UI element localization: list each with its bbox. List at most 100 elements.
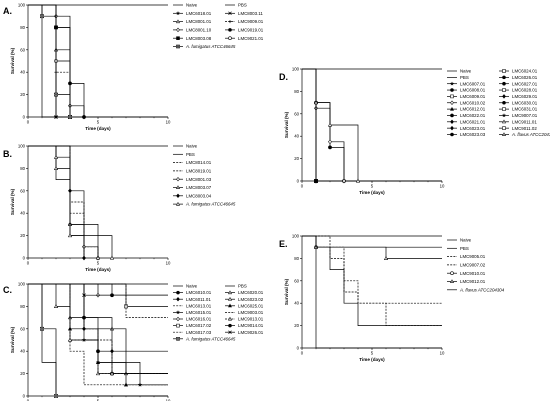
series-lmc6031-01 — [302, 68, 318, 183]
legend-entry: LMC9021.01 — [225, 36, 264, 41]
legend-marker — [450, 100, 454, 105]
series-lmc8003-08 — [28, 4, 72, 119]
series-line — [302, 68, 317, 181]
legend-entry: LMC9003.01 — [225, 310, 264, 315]
legend-label: LMC6013.01 — [186, 303, 212, 308]
series-line — [302, 68, 317, 181]
data-point — [53, 166, 59, 170]
marker-cross — [54, 92, 58, 97]
legend-label: LMC6024.01 — [512, 69, 538, 74]
legend-marker — [450, 94, 454, 99]
legend-entry: LMC6024.01 — [499, 69, 538, 74]
series-lmc6030-01 — [302, 68, 318, 183]
y-tick-label: 80 — [20, 25, 25, 30]
y-tick-label: 20 — [20, 92, 25, 97]
legend-marker — [228, 323, 232, 328]
legend-marker — [176, 296, 180, 302]
legend-label: LMC8003.08 — [186, 36, 212, 41]
series-pbs — [302, 68, 442, 182]
legend-marker — [502, 100, 506, 105]
y-tick-label: 60 — [20, 188, 25, 193]
legend-entry: LMC6017.02 — [173, 323, 212, 328]
y-tick-label: 0 — [297, 179, 300, 184]
series-line — [302, 68, 317, 181]
marker-cross — [176, 337, 180, 341]
legend-entry: LMC6010.02 — [447, 100, 486, 105]
legend-label: LMC6023.03 — [460, 132, 486, 137]
marker-cross — [68, 115, 72, 119]
data-point — [383, 256, 389, 260]
y-tick-label: 0 — [23, 115, 26, 120]
x-tick-label: 0 — [27, 399, 30, 401]
legend-entry: LMC6028.01 — [499, 88, 538, 93]
series-line — [302, 68, 317, 181]
legend-entry: LMC9012.01 — [447, 279, 486, 284]
legend-entry: PBS — [173, 152, 195, 157]
series-lmc9005-01 — [302, 235, 442, 304]
y-tick-label: 20 — [20, 371, 25, 376]
series-line — [302, 68, 317, 181]
marker-cross — [40, 327, 44, 331]
legend-label: Naive — [186, 3, 198, 8]
legend-entry: LMC6016.01 — [173, 317, 212, 322]
series-a-fumigatus-atcc46645 — [28, 283, 168, 398]
series-lmc8003-11 — [28, 4, 70, 119]
series-line — [28, 4, 71, 117]
legend-entry: LMC6021.01 — [447, 119, 486, 124]
legend-label: PBS — [186, 152, 195, 157]
legend-entry: LMC6010.01 — [173, 290, 212, 295]
y-tick-label: 40 — [294, 134, 299, 139]
legend-label: PBS — [460, 75, 469, 80]
legend-marker — [502, 94, 506, 99]
series-a-flavus-atcc204304 — [302, 235, 442, 326]
data-point — [328, 145, 332, 150]
legend-marker — [450, 113, 454, 118]
data-point — [82, 255, 86, 261]
x-tick-label: 5 — [97, 120, 100, 125]
legend-label: LMC8001.03 — [186, 177, 212, 182]
legend-label: LMC6028.01 — [512, 88, 538, 93]
legend-marker — [176, 36, 180, 40]
legend-label: LMC9007.02 — [460, 263, 486, 268]
legend-entry: LMC9011.01 — [499, 119, 537, 124]
legend-entry: LMC9014.01 — [225, 323, 264, 328]
legend-label: Naive — [460, 69, 472, 74]
data-point — [82, 115, 86, 119]
x-tick-label: 0 — [301, 351, 304, 356]
legend-label: Naive — [186, 284, 198, 289]
series-lmc6027-01 — [302, 68, 318, 183]
series-lmc6023-01 — [302, 68, 318, 184]
panel-e: E. 0 20 40 60 80 100 0 5 10 Time (days) Survival (%… — [279, 234, 505, 363]
legend-entry: LMC6030.01 — [499, 100, 538, 105]
legend-label: LMC9009.01 — [238, 19, 264, 24]
legend-marker — [501, 113, 507, 118]
x-tick-label: 0 — [301, 184, 304, 189]
y-tick-label: 40 — [294, 301, 299, 306]
legend-marker — [228, 36, 232, 40]
panel-label: C. — [3, 285, 12, 295]
legend-label: LMC6008.01 — [460, 88, 486, 93]
series-lmc6018-01 — [28, 4, 63, 119]
legend-marker — [502, 126, 506, 130]
legend-label: PBS — [460, 246, 469, 251]
series-lmc8003-04 — [28, 145, 86, 261]
panel-label: E. — [279, 239, 288, 249]
legend-label: LMC9011.02 — [512, 126, 537, 131]
legend-entry: A. flavus ATCC204304 — [499, 132, 550, 137]
data-point — [53, 154, 59, 159]
series-lmc6028-01 — [302, 68, 318, 183]
series-lmc6026-01 — [302, 68, 346, 183]
y-axis-title: Survival (%) — [10, 326, 15, 353]
series-line — [302, 68, 317, 181]
legend-entry: Naive — [173, 3, 198, 8]
data-point — [123, 382, 129, 387]
panel-b: B. 0 20 40 60 80 100 0 5 10 Time (days) Survival (%… — [3, 144, 236, 273]
x-tick-label: 10 — [440, 184, 445, 189]
legend-entry: PBS — [447, 246, 469, 251]
legend-label: LMC9010.01 — [460, 271, 486, 276]
legend-marker — [176, 193, 180, 199]
series-line — [302, 235, 442, 326]
legend-label: LMC9013.01 — [238, 317, 264, 322]
legend-entry: LMC8001.03 — [173, 177, 212, 182]
